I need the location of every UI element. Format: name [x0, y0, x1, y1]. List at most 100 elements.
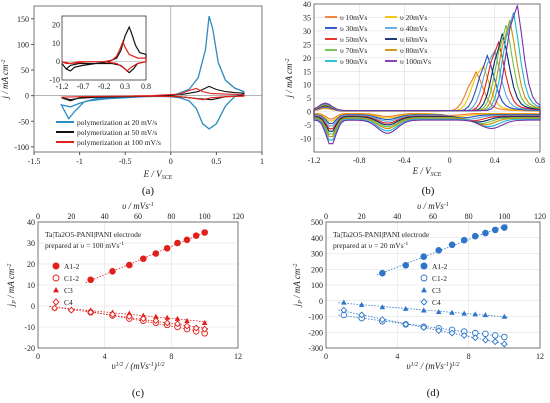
inset-y-tick-label: 10: [52, 39, 60, 48]
legend-label: υ 90mVs: [340, 57, 367, 66]
plot-frame: [33, 5, 263, 153]
data-point-A1-2: [501, 224, 508, 231]
y-axis-label-main: j: [6, 303, 16, 307]
x-tick-label: -0.8: [353, 156, 366, 165]
panel-label: (a): [142, 185, 155, 197]
x-tick-label: 8: [169, 352, 173, 361]
x-tick-label: 12: [234, 352, 242, 361]
legend-label: υ 100mVs: [400, 57, 431, 66]
top-x-axis-label-sup: -1: [149, 202, 154, 208]
inset-y-tick-label: -10: [49, 76, 60, 85]
y-tick-label: 25: [303, 40, 311, 49]
data-point-C4: [192, 324, 200, 332]
data-point-A1-2: [420, 253, 428, 260]
top-x-axis-label-sup: -1: [444, 202, 449, 208]
y-tick-label: 15: [303, 67, 311, 76]
y-tick-label: 0: [307, 108, 311, 117]
series-line-10: [313, 5, 541, 145]
y-tick-label: 20: [303, 54, 311, 63]
x-axis-label: E / VSCE: [143, 169, 173, 181]
y-tick-label: 100: [17, 40, 29, 49]
annotation-line-2-text: prepared at υ = 20 mVs: [333, 241, 404, 250]
x-tick-label: 12: [536, 352, 544, 361]
y-axis-label-sup: -2: [285, 58, 291, 63]
top-x-axis-label-main: υ / mVs: [122, 201, 149, 211]
y-tick-label: 30: [303, 27, 311, 36]
top-x-tick-label: 60: [134, 212, 142, 221]
y-tick-label: 20: [27, 260, 35, 269]
x-axis-label-end-sup: 1/2: [452, 362, 460, 368]
y-axis-label-sub: P: [298, 300, 304, 305]
y-tick-label: 300: [311, 250, 323, 259]
data-point-C4: [87, 308, 95, 316]
x-axis-label-tail: / (mVs: [123, 361, 149, 371]
x-tick-label: -0.5: [119, 157, 132, 166]
x-axis-label-main: E / V: [412, 166, 432, 176]
data-point-C4: [51, 304, 59, 312]
top-x-tick-label: 120: [534, 212, 546, 221]
legend-marker: [420, 262, 428, 270]
data-point-C4: [152, 317, 160, 325]
data-point-C4: [201, 325, 209, 333]
data-point-A1-2: [163, 244, 171, 252]
legend-label: υ 80mVs: [400, 46, 427, 55]
x-axis-label-sub: SCE: [162, 175, 173, 181]
inset-x-tick-label: -0.7: [77, 82, 90, 91]
y-axis-label-main: j / mA cm: [0, 64, 10, 100]
legend-label: C3: [64, 286, 73, 295]
data-point-C4: [358, 311, 366, 319]
annotation-line-2: prepared at υ = 100 mVs-1: [45, 241, 124, 250]
legend-marker: [53, 287, 59, 293]
annotation-line-2: prepared at υ = 20 mVs-1: [333, 241, 408, 250]
x-axis-label-end: ): [448, 361, 452, 371]
data-point-C3: [153, 313, 159, 319]
data-point-A1-2: [109, 268, 116, 275]
legend-marker: [52, 298, 60, 306]
top-x-tick-label: 0: [36, 212, 40, 221]
data-point-C4: [139, 315, 147, 323]
inset-y-tick-label: 0: [56, 57, 60, 66]
x-axis-label-tail: / (mVs: [418, 361, 444, 371]
y-tick-label: -200: [308, 328, 323, 337]
top-x-tick-label: 60: [429, 212, 437, 221]
data-point-C3: [164, 314, 170, 320]
data-point-C4: [491, 338, 499, 346]
plot-frame: [313, 3, 541, 153]
y-tick-label: 100: [311, 281, 323, 290]
data-point-C3: [449, 309, 455, 315]
data-point-C3: [379, 304, 386, 310]
y-tick-label: -5: [304, 121, 311, 130]
data-point-C4: [402, 320, 410, 328]
y-tick-label: -20: [24, 344, 35, 353]
inset-y-tick-label: 20: [52, 21, 60, 30]
data-point-C3: [174, 315, 181, 321]
annotation-line-2-text: prepared at υ = 100 mVs: [45, 241, 119, 250]
y-axis-label-tail: / mA cm: [6, 268, 16, 300]
y-tick-label: 10: [27, 281, 35, 290]
legend-marker: [421, 287, 427, 293]
x-axis-label-main: υ: [112, 361, 116, 371]
x-axis-label: E / VSCE: [412, 166, 442, 178]
y-tick-label: 40: [303, 0, 311, 9]
legend-label: υ 30mVs: [340, 24, 367, 33]
data-point-C3: [201, 320, 208, 326]
data-point-C4: [448, 329, 456, 337]
x-tick-label: 0: [169, 157, 173, 166]
y-tick-label: -10: [300, 135, 311, 144]
data-point-A1-2: [140, 255, 147, 263]
inset-series-line-1: [61, 25, 147, 74]
top-x-tick-label: 80: [167, 212, 175, 221]
data-point-C3: [420, 307, 427, 313]
inset-x-tick-label: -1.2: [56, 82, 69, 91]
x-axis-label-sup: 1/2: [411, 362, 419, 368]
y-axis-label-sup: -2: [7, 264, 13, 269]
data-point-A1-2: [183, 236, 191, 244]
y-tick-label: -100: [14, 143, 29, 152]
annotation-line-2-sup: -1: [119, 241, 124, 247]
data-point-A1-2: [379, 269, 386, 277]
plot-frame: [37, 221, 239, 349]
panel-d: 0 4 8 120 20 40 60 80 100 120-300-200-10001002003…: [292, 201, 546, 399]
data-point-C4: [460, 331, 468, 339]
fit-line-1: [85, 230, 209, 284]
data-point-A1-2: [126, 261, 133, 269]
